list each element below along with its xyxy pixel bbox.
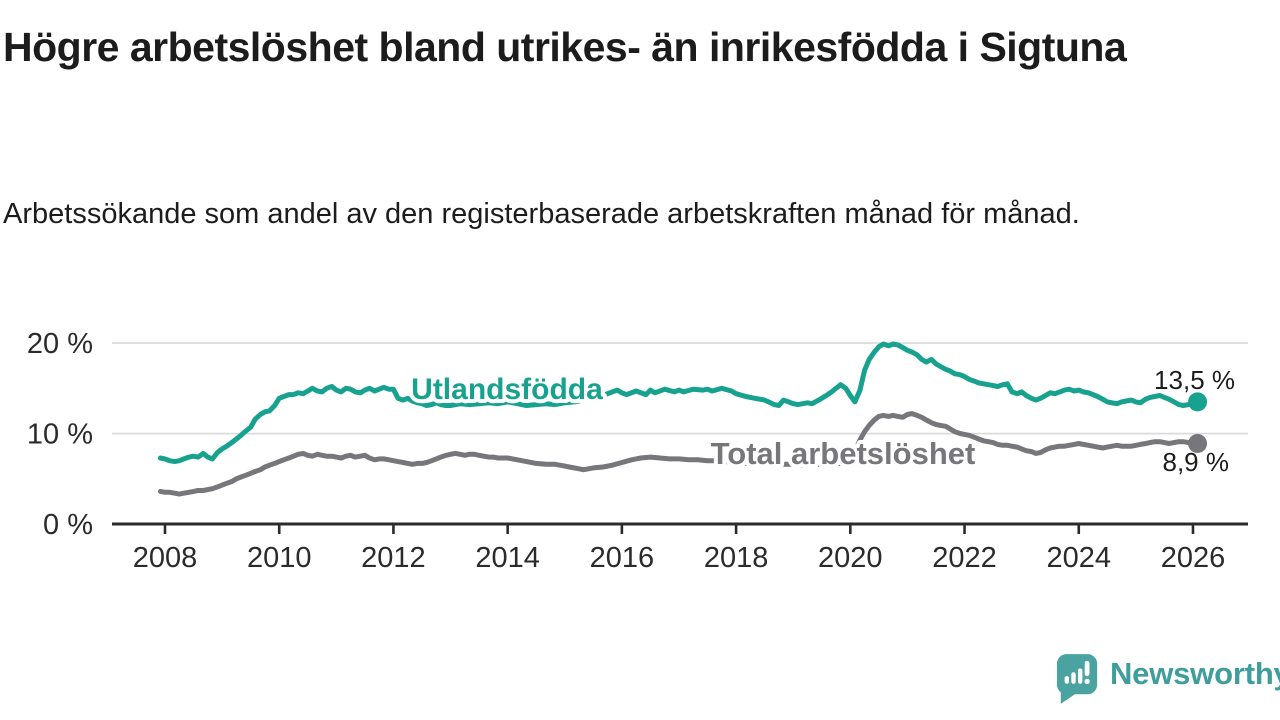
x-tick-label-2026: 2026 [1161,542,1226,574]
series-line-utlandsfodda [157,341,1200,465]
y-tick-label-20: 20 % [27,328,93,360]
chart-subtitle: Arbetssökande som andel av den registerb… [3,198,1080,230]
x-tick-label-2024: 2024 [1047,542,1112,574]
gridlines [112,342,1248,435]
logo-bar-small [1064,676,1070,684]
series-end-dot-total-arbetsloshet [1188,433,1208,453]
x-tick-label-2022: 2022 [932,542,997,574]
page-title: Högre arbetslöshet bland utrikes- än inr… [3,24,1127,70]
logo-exclamation-bar [1084,660,1090,677]
brand-name: Newsworthy [1110,655,1280,691]
axis-tick-labels: 0 % 10 % 20 % 2008 2010 2012 2014 2016 2018 2020 2… [27,328,1225,574]
series-lines [157,341,1208,497]
series-label-total-arbetsloshet: Total arbetslöshet [711,436,976,471]
x-tick-label-2016: 2016 [590,542,655,574]
series-line-total-arbetsloshet [157,411,1200,497]
newsworthy-logo-icon [1056,654,1098,704]
newsworthy-logo: Newsworthy [1056,652,1280,706]
series-annotations: Utlandsfödda 13,5 % Total arbetslöshet 8,9 … [407,365,1235,477]
end-value-label-utlandsfodda: 13,5 % [1154,365,1235,395]
x-tick-label-2018: 2018 [704,542,769,574]
series-end-dot-utlandsfodda [1188,392,1208,412]
x-tick-label-2010: 2010 [247,542,312,574]
logo-exclamation-dot [1084,678,1090,685]
logo-bar-medium [1071,672,1076,684]
series-label-utlandsfodda: Utlandsfödda [411,373,603,406]
logo-bar-large [1078,668,1083,684]
x-tick-label-2020: 2020 [818,542,883,574]
y-tick-label-10: 10 % [27,419,93,451]
x-tick-label-2008: 2008 [133,542,198,574]
x-tick-label-2012: 2012 [361,542,426,574]
x-axis [112,522,1248,534]
x-tick-label-2014: 2014 [475,542,540,574]
end-value-label-total-arbetsloshet: 8,9 % [1163,447,1230,477]
y-tick-label-0: 0 % [43,509,93,541]
